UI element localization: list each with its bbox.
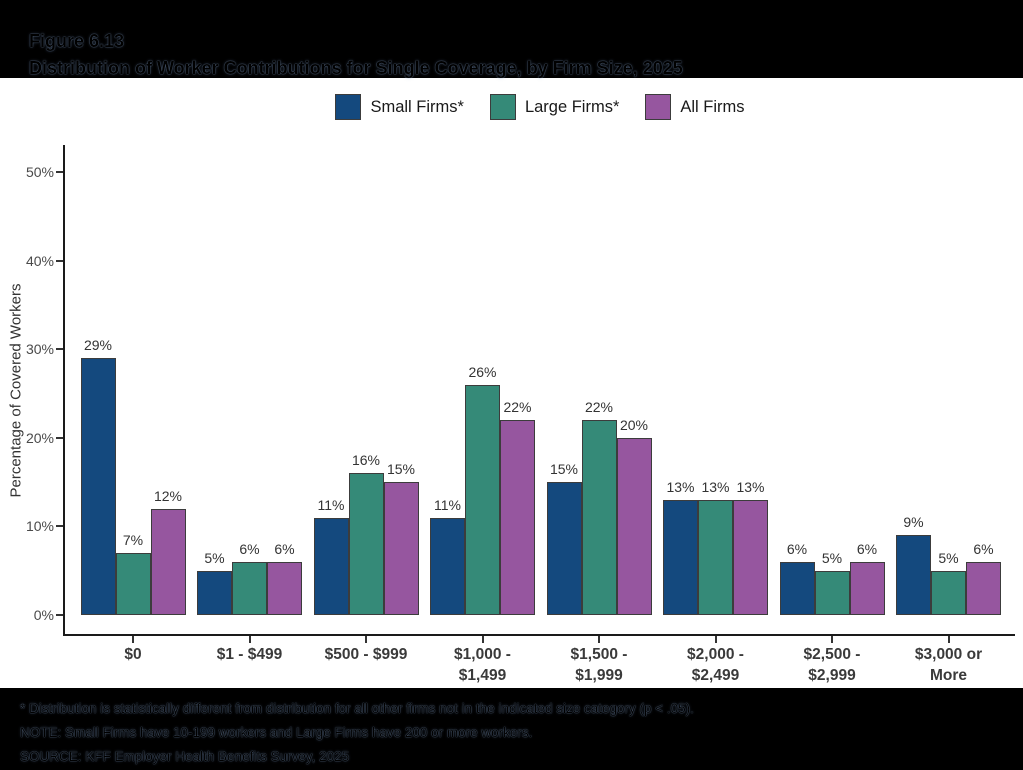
bar-value-label: 6%	[274, 540, 295, 557]
bar	[383, 482, 419, 615]
bar	[581, 420, 617, 615]
page-title: Distribution of Worker Contributions for…	[29, 58, 683, 78]
y-axis-tick	[56, 259, 63, 262]
bar	[313, 517, 349, 615]
bar	[500, 420, 535, 615]
x-axis-tick	[248, 636, 251, 643]
bar	[348, 473, 384, 615]
legend-item-all-firms: All Firms	[645, 94, 745, 120]
bar-value-label: 15%	[549, 461, 579, 478]
footnote-significance: * Distribution is statistically differen…	[20, 701, 694, 716]
bar-value-label: 26%	[468, 363, 497, 380]
bar	[663, 499, 698, 615]
x-axis-tick	[132, 636, 134, 643]
y-tick-label: 0%	[33, 607, 54, 623]
bar-value-label: 29%	[83, 337, 113, 354]
x-category-label: $0	[124, 646, 142, 663]
bar	[80, 358, 116, 615]
bar-value-label: 6%	[786, 540, 808, 557]
bar-value-label: 9%	[903, 514, 924, 531]
bar	[849, 561, 885, 615]
bar	[698, 499, 733, 615]
x-category-label: $1,500 - $1,999	[570, 646, 628, 684]
x-category-label: $1,000 - $1,499	[454, 646, 511, 684]
bar	[814, 570, 850, 615]
y-axis-tick	[56, 171, 63, 173]
bar-value-label: 12%	[153, 487, 183, 504]
x-category-label: $2,000 - $2,499	[687, 646, 744, 684]
bar	[896, 535, 931, 615]
y-tick-label: 20%	[25, 429, 54, 446]
x-category-label: $1 - $499	[216, 646, 283, 663]
x-axis-tick	[947, 636, 950, 643]
footnote-source: SOURCE: KFF Employer Health Benefits Sur…	[20, 749, 350, 764]
legend-label: All Firms	[680, 98, 745, 116]
footnote-band: * Distribution is statistically differen…	[0, 688, 1023, 770]
bar-value-label: 22%	[503, 399, 532, 416]
x-category-label: $500 - $999	[324, 646, 408, 663]
bar	[546, 482, 582, 615]
bar	[232, 561, 267, 615]
bar-value-label: 5%	[938, 549, 959, 566]
bar-value-label: 6%	[973, 540, 994, 557]
y-tick-label: 40%	[25, 252, 54, 269]
bar	[966, 561, 1001, 615]
y-axis-title: Percentage of Covered Workers	[7, 283, 25, 498]
x-axis-tick	[598, 636, 600, 643]
bar	[465, 384, 500, 615]
bar-value-label: 22%	[584, 399, 614, 416]
legend-label: Large Firms*	[524, 98, 620, 116]
bar	[267, 561, 302, 615]
bar	[616, 437, 652, 615]
x-axis-tick	[365, 636, 367, 643]
bar-value-label: 7%	[122, 531, 144, 548]
legend-label: Small Firms*	[370, 98, 464, 116]
large-firms-swatch-icon	[489, 94, 516, 120]
bar	[430, 517, 465, 615]
figure-number: Figure 6.13	[29, 31, 125, 51]
bar-value-label: 6%	[856, 540, 878, 557]
x-category-label: $2,500 - $2,999	[803, 646, 861, 684]
all-firms-swatch-icon	[645, 94, 672, 120]
legend-item-small-firms: Small Firms*	[335, 94, 464, 120]
y-axis-tick	[56, 614, 63, 616]
small-firms-swatch-icon	[335, 94, 362, 120]
bar-value-label: 11%	[434, 496, 461, 513]
legend-item-large-firms: Large Firms*	[489, 94, 620, 120]
bar-value-label: 13%	[736, 478, 765, 495]
bar-value-label: 11%	[317, 496, 345, 513]
y-tick-label: 30%	[25, 341, 54, 358]
x-category-label: $3,000 or More	[914, 646, 983, 684]
x-axis-tick	[831, 636, 833, 643]
bar	[150, 508, 186, 615]
y-axis-tick	[56, 525, 63, 528]
x-axis-line	[63, 634, 1015, 636]
y-tick-label: 50%	[25, 164, 54, 180]
footnote-note: NOTE: Small Firms have 10-199 workers an…	[20, 725, 533, 740]
bar-value-label: 5%	[821, 549, 843, 566]
bar	[197, 570, 232, 615]
bar-value-label: 20%	[619, 416, 649, 433]
bar-value-label: 5%	[204, 549, 225, 566]
y-axis-tick	[56, 436, 63, 439]
header-band	[0, 0, 1023, 78]
bar-value-label: 16%	[351, 452, 381, 469]
y-axis-tick	[56, 348, 63, 351]
bar-value-label: 6%	[239, 540, 260, 557]
y-tick-label: 10%	[25, 518, 54, 535]
bar	[733, 499, 768, 615]
y-axis-line	[63, 145, 65, 636]
bar-value-label: 15%	[386, 461, 416, 478]
bar-value-label: 13%	[666, 478, 695, 495]
bar	[115, 552, 151, 615]
x-axis-tick	[481, 636, 484, 643]
bar	[779, 561, 815, 615]
x-axis-tick	[714, 636, 717, 643]
chart-legend: Small Firms* Large Firms* All Firms	[65, 94, 1015, 120]
bar	[931, 570, 966, 615]
bar-value-label: 13%	[701, 478, 730, 495]
